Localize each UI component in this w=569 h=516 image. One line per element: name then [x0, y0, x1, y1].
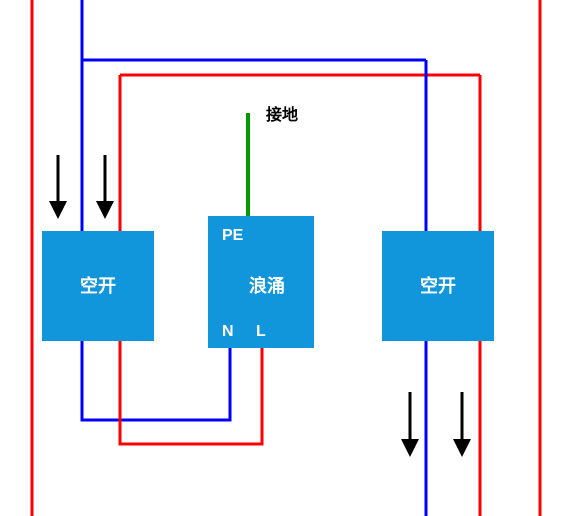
surge-l-label: L — [256, 323, 266, 340]
surge-label: 浪涌 — [249, 275, 285, 296]
surge-pe-label: PE — [222, 227, 244, 244]
ground-label: 接地 — [266, 105, 298, 124]
breaker-right-label: 空开 — [420, 275, 456, 296]
wire-red-to-surge — [120, 341, 262, 444]
wire-blue-to-surge — [82, 341, 230, 420]
breaker-left-label: 空开 — [80, 275, 116, 296]
wiring-diagram: 接地空开 空开 浪涌 PE N L — [0, 0, 569, 516]
surge-n-label: N — [222, 323, 234, 340]
